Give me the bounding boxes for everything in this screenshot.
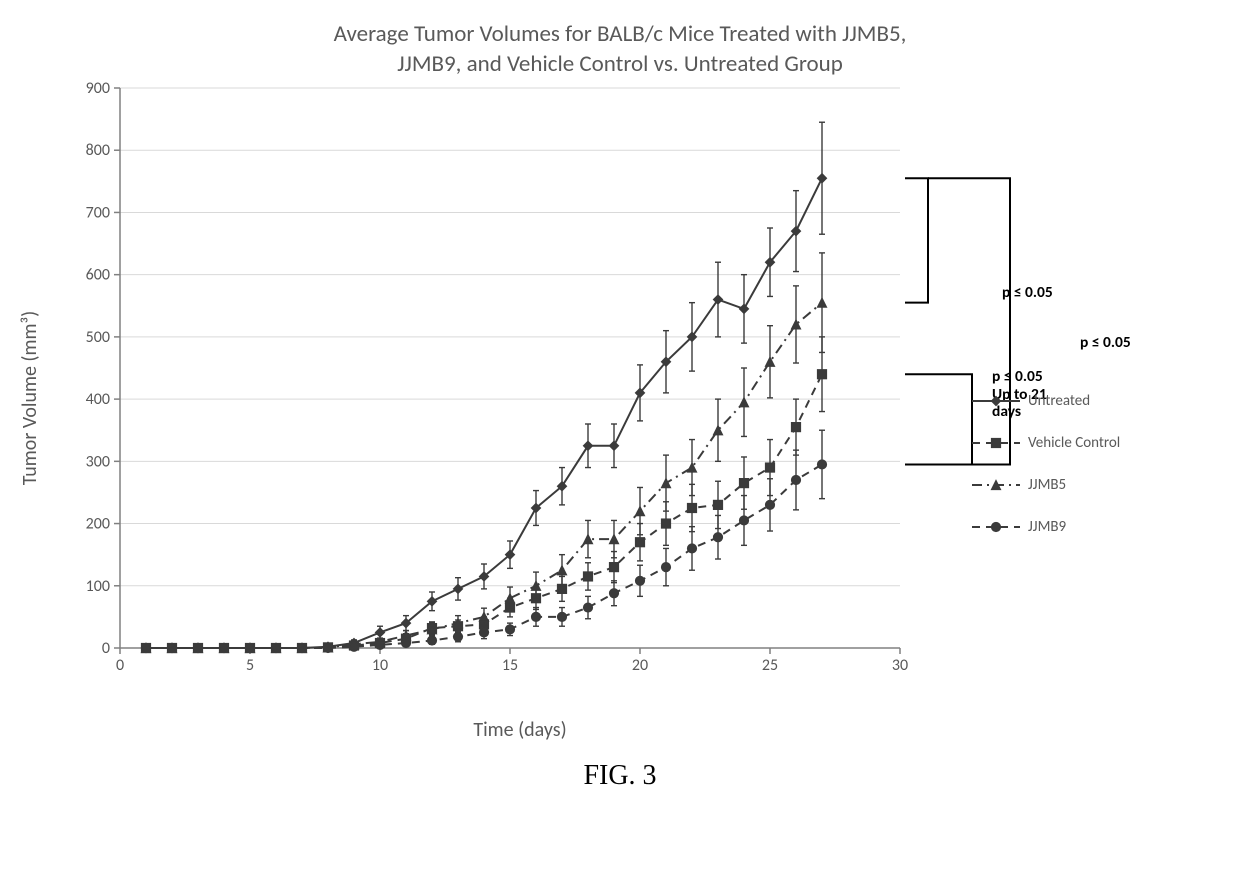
y-tick-label: 800	[86, 141, 110, 160]
p-value-2: p ≤ 0.05	[1080, 333, 1131, 352]
series-untreated	[142, 122, 827, 652]
legend-item-jjmb5: JJMB5	[972, 476, 1172, 494]
y-tick-label: 700	[86, 203, 110, 222]
legend-item-jjmb9: JJMB9	[972, 518, 1172, 536]
x-tick-label: 10	[372, 656, 388, 675]
figure-container: Average Tumor Volumes for BALB/c Mice Tr…	[40, 20, 1200, 820]
y-tick-label: 600	[86, 265, 110, 284]
y-tick-label: 0	[102, 639, 110, 658]
legend-label-untreated: Untreated	[1028, 392, 1090, 410]
y-tick-label: 100	[86, 577, 110, 596]
y-axis-label: Tumor Volume (mm³)	[18, 311, 42, 485]
legend-item-vehicle: Vehicle Control	[972, 434, 1172, 452]
y-tick-label: 200	[86, 514, 110, 533]
legend: Untreated Vehicle Control JJMB5 JJMB9	[972, 368, 1172, 560]
plot-svg	[120, 88, 900, 648]
x-axis: 051015202530	[120, 648, 900, 688]
legend-label-jjmb9: JJMB9	[1028, 518, 1066, 536]
x-tick-label: 30	[892, 656, 908, 675]
p-value-1: p ≤ 0.05	[1002, 283, 1053, 302]
x-tick-label: 0	[116, 656, 124, 675]
y-tick-label: 500	[86, 328, 110, 347]
plot-area	[120, 88, 900, 648]
series-vehicle	[142, 337, 827, 653]
x-tick-label: 25	[762, 656, 778, 675]
plot-wrap: Tumor Volume (mm³) 010020030040050060070…	[40, 88, 1200, 708]
chart-title-line2: JJMB9, and Vehicle Control vs. Untreated…	[397, 50, 843, 78]
chart-title: Average Tumor Volumes for BALB/c Mice Tr…	[40, 20, 1200, 80]
x-axis-label: Time (days)	[40, 718, 1200, 742]
legend-label-vehicle: Vehicle Control	[1028, 434, 1120, 452]
x-tick-label: 20	[632, 656, 648, 675]
y-tick-label: 400	[86, 390, 110, 409]
x-tick-label: 15	[502, 656, 518, 675]
legend-label-jjmb5: JJMB5	[1028, 476, 1066, 494]
figure-caption: FIG. 3	[40, 760, 1200, 792]
chart-title-line1: Average Tumor Volumes for BALB/c Mice Tr…	[334, 20, 907, 48]
series-jjmb5	[142, 253, 827, 653]
y-tick-label: 300	[86, 452, 110, 471]
x-tick-label: 5	[246, 656, 254, 675]
y-tick-label: 900	[86, 79, 110, 98]
y-axis: 0100200300400500600700800900	[40, 88, 120, 648]
legend-item-untreated: Untreated	[972, 392, 1172, 410]
